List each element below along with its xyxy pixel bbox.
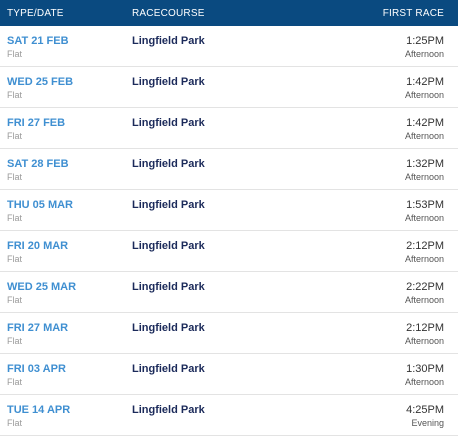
- race-type-label: Flat: [7, 377, 23, 387]
- table-row: SAT 21 FEB Flat Lingfield Park 1:25PM Af…: [0, 26, 458, 67]
- date-cell: FRI 20 MAR Flat: [0, 231, 132, 265]
- first-race-time: 1:42PM: [406, 76, 444, 88]
- first-race-period: Afternoon: [404, 90, 444, 100]
- table-row: FRI 20 MAR Flat Lingfield Park 2:12PM Af…: [0, 231, 458, 272]
- first-race-cell: 4:25PM Evening: [372, 395, 458, 429]
- first-race-period: Afternoon: [404, 377, 444, 387]
- first-race-period: Afternoon: [404, 49, 444, 59]
- first-race-cell: 2:22PM Afternoon: [372, 272, 458, 306]
- racecourse-link[interactable]: Lingfield Park: [132, 240, 205, 252]
- first-race-period: Afternoon: [404, 295, 444, 305]
- column-header-racecourse[interactable]: RACECOURSE: [132, 7, 205, 19]
- racecourse-cell: Lingfield Park: [132, 313, 372, 335]
- first-race-cell: 1:42PM Afternoon: [372, 108, 458, 142]
- racecourse-link[interactable]: Lingfield Park: [132, 35, 205, 47]
- race-type-label: Flat: [7, 131, 23, 141]
- racecourse-link[interactable]: Lingfield Park: [132, 404, 205, 416]
- table-row: TUE 14 APR Flat Lingfield Park 4:25PM Ev…: [0, 395, 458, 436]
- first-race-cell: 1:25PM Afternoon: [372, 26, 458, 60]
- racecourse-link[interactable]: Lingfield Park: [132, 117, 205, 129]
- racecourse-cell: Lingfield Park: [132, 272, 372, 294]
- date-cell: THU 05 MAR Flat: [0, 190, 132, 224]
- date-link[interactable]: FRI 27 FEB: [7, 117, 66, 129]
- first-race-period: Afternoon: [404, 172, 444, 182]
- table-row: THU 05 MAR Flat Lingfield Park 1:53PM Af…: [0, 190, 458, 231]
- table-row: FRI 03 APR Flat Lingfield Park 1:30PM Af…: [0, 354, 458, 395]
- first-race-time: 1:30PM: [406, 363, 444, 375]
- date-cell: FRI 27 MAR Flat: [0, 313, 132, 347]
- date-link[interactable]: TUE 14 APR: [7, 404, 71, 416]
- race-type-label: Flat: [7, 90, 23, 100]
- first-race-cell: 1:53PM Afternoon: [372, 190, 458, 224]
- first-race-time: 2:12PM: [406, 322, 444, 334]
- racecourse-cell: Lingfield Park: [132, 26, 372, 48]
- race-type-label: Flat: [7, 254, 23, 264]
- race-type-label: Flat: [7, 172, 23, 182]
- race-type-label: Flat: [7, 418, 23, 428]
- racecourse-cell: Lingfield Park: [132, 354, 372, 376]
- first-race-time: 1:32PM: [406, 158, 444, 170]
- first-race-time: 1:42PM: [406, 117, 444, 129]
- date-cell: WED 25 FEB Flat: [0, 67, 132, 101]
- racecourse-cell: Lingfield Park: [132, 149, 372, 171]
- date-link[interactable]: SAT 28 FEB: [7, 158, 69, 170]
- racecourse-link[interactable]: Lingfield Park: [132, 322, 205, 334]
- table-row: FRI 27 FEB Flat Lingfield Park 1:42PM Af…: [0, 108, 458, 149]
- racecourse-link[interactable]: Lingfield Park: [132, 363, 205, 375]
- date-cell: TUE 14 APR Flat: [0, 395, 132, 429]
- race-type-label: Flat: [7, 49, 23, 59]
- column-header-first-race[interactable]: FIRST RACE: [382, 7, 444, 19]
- column-header-type-date[interactable]: TYPE/DATE: [7, 7, 64, 19]
- first-race-cell: 2:12PM Afternoon: [372, 231, 458, 265]
- date-link[interactable]: SAT 21 FEB: [7, 35, 69, 47]
- date-cell: FRI 03 APR Flat: [0, 354, 132, 388]
- racecourse-cell: Lingfield Park: [132, 67, 372, 89]
- date-cell: SAT 21 FEB Flat: [0, 26, 132, 60]
- racecourse-cell: Lingfield Park: [132, 395, 372, 417]
- racecourse-cell: Lingfield Park: [132, 190, 372, 212]
- first-race-time: 2:22PM: [406, 281, 444, 293]
- date-cell: WED 25 MAR Flat: [0, 272, 132, 306]
- first-race-period: Evening: [411, 418, 444, 428]
- first-race-cell: 1:30PM Afternoon: [372, 354, 458, 388]
- table-row: SAT 28 FEB Flat Lingfield Park 1:32PM Af…: [0, 149, 458, 190]
- date-cell: SAT 28 FEB Flat: [0, 149, 132, 183]
- first-race-period: Afternoon: [404, 213, 444, 223]
- table-row: WED 25 MAR Flat Lingfield Park 2:22PM Af…: [0, 272, 458, 313]
- first-race-time: 4:25PM: [406, 404, 444, 416]
- first-race-time: 2:12PM: [406, 240, 444, 252]
- first-race-period: Afternoon: [404, 336, 444, 346]
- date-link[interactable]: FRI 20 MAR: [7, 240, 69, 252]
- racecourse-link[interactable]: Lingfield Park: [132, 281, 205, 293]
- racecourse-cell: Lingfield Park: [132, 108, 372, 130]
- first-race-cell: 2:12PM Afternoon: [372, 313, 458, 347]
- racecourse-cell: Lingfield Park: [132, 231, 372, 253]
- table-row: FRI 27 MAR Flat Lingfield Park 2:12PM Af…: [0, 313, 458, 354]
- date-cell: FRI 27 FEB Flat: [0, 108, 132, 142]
- race-type-label: Flat: [7, 336, 23, 346]
- race-type-label: Flat: [7, 295, 23, 305]
- date-link[interactable]: WED 25 FEB: [7, 76, 74, 88]
- first-race-cell: 1:32PM Afternoon: [372, 149, 458, 183]
- race-type-label: Flat: [7, 213, 23, 223]
- date-link[interactable]: THU 05 MAR: [7, 199, 74, 211]
- first-race-time: 1:25PM: [406, 35, 444, 47]
- date-link[interactable]: FRI 27 MAR: [7, 322, 69, 334]
- date-link[interactable]: FRI 03 APR: [7, 363, 66, 375]
- table-row: WED 25 FEB Flat Lingfield Park 1:42PM Af…: [0, 67, 458, 108]
- first-race-period: Afternoon: [404, 131, 444, 141]
- racecourse-link[interactable]: Lingfield Park: [132, 158, 205, 170]
- racecourse-link[interactable]: Lingfield Park: [132, 76, 205, 88]
- first-race-cell: 1:42PM Afternoon: [372, 67, 458, 101]
- first-race-time: 1:53PM: [406, 199, 444, 211]
- first-race-period: Afternoon: [404, 254, 444, 264]
- racecourse-link[interactable]: Lingfield Park: [132, 199, 205, 211]
- date-link[interactable]: WED 25 MAR: [7, 281, 77, 293]
- table-header: TYPE/DATE RACECOURSE FIRST RACE: [0, 0, 458, 26]
